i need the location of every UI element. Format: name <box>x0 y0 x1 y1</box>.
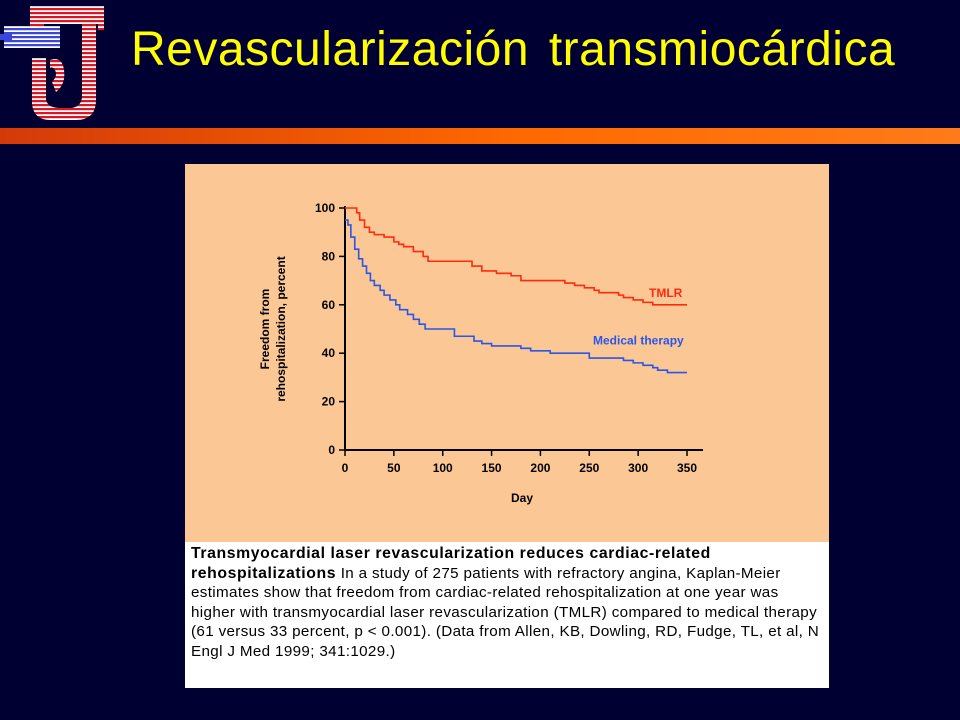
y-axis-label: Freedom from rehospitalization, percent <box>258 256 288 401</box>
cross-and-heart-logo-icon <box>0 6 104 120</box>
series-line-medical-therapy <box>345 219 687 374</box>
y-tick-label-40: 40 <box>322 346 336 360</box>
series-label-medical-therapy: Medical therapy <box>593 334 684 348</box>
y-tick-label-0: 0 <box>328 443 335 457</box>
x-tick-label-0: 0 <box>342 461 349 475</box>
x-tick-label-250: 250 <box>579 461 599 475</box>
series-label-tmlr: TMLR <box>649 286 683 300</box>
kaplan-meier-chart: 0 20 40 60 80 100 0 50 100 150 200 250 300 350 Day Free… <box>258 201 703 505</box>
x-tick-label-300: 300 <box>628 461 648 475</box>
caption-body: In a study of 275 patients with refracto… <box>191 564 820 660</box>
y-axis-label-line-2: rehospitalization, percent <box>274 256 288 401</box>
x-axis-label: Day <box>511 491 533 505</box>
y-tick-label-60: 60 <box>322 298 336 312</box>
x-tick-label-50: 50 <box>387 461 401 475</box>
figure-caption: Transmyocardial laser revascularization … <box>191 544 823 661</box>
figure-panel: 0 20 40 60 80 100 0 50 100 150 200 250 300 350 Day Free… <box>185 164 829 688</box>
y-tick-label-20: 20 <box>322 395 336 409</box>
y-axis-label-line-1: Freedom from <box>258 289 272 370</box>
y-tick-label-80: 80 <box>322 249 336 263</box>
chart-panel: 0 20 40 60 80 100 0 50 100 150 200 250 300 350 Day Free… <box>185 164 829 542</box>
x-tick-label-100: 100 <box>433 461 453 475</box>
slide-title: Revascularización transmiocárdica <box>131 23 896 76</box>
caption-title: Transmyocardial laser revascularization … <box>191 545 711 582</box>
x-tick-label-350: 350 <box>677 461 697 475</box>
x-tick-label-200: 200 <box>530 461 550 475</box>
y-tick-label-100: 100 <box>315 201 335 215</box>
x-tick-label-150: 150 <box>482 461 502 475</box>
title-underline-rule <box>0 128 960 144</box>
series-line-tmlr <box>345 207 687 306</box>
